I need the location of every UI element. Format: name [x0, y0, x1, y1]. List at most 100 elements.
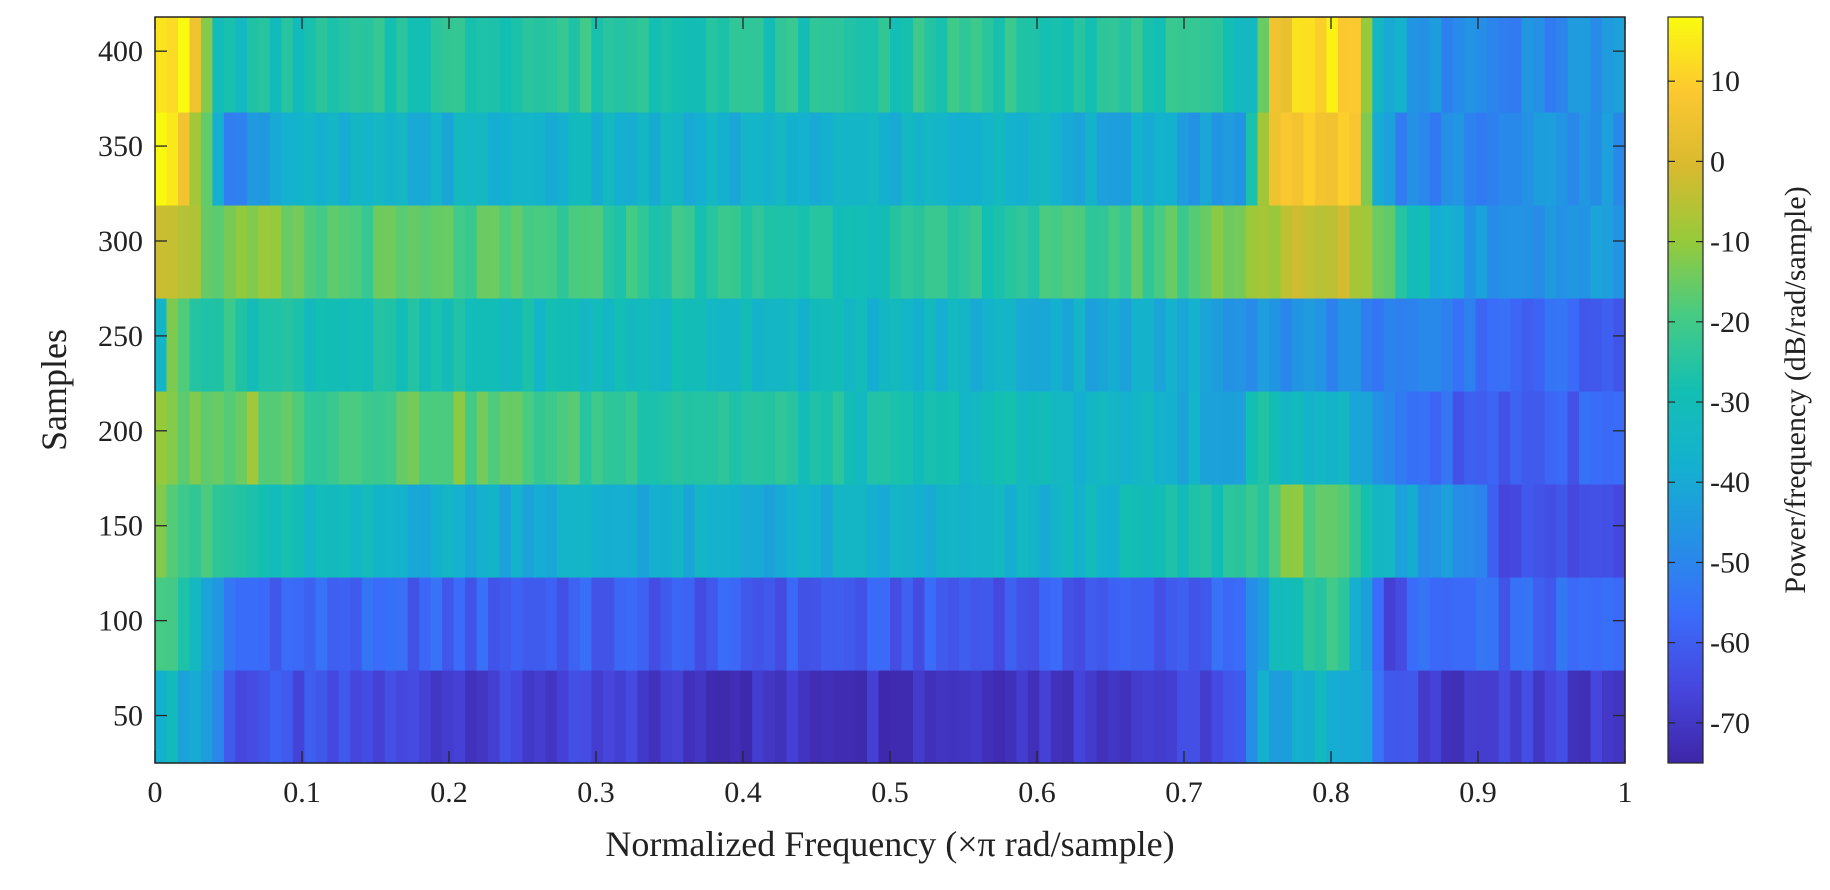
heatmap-cell: [1544, 111, 1557, 206]
colorbar-tick-label: -50: [1710, 546, 1750, 579]
heatmap-cell: [453, 390, 466, 485]
heatmap-cell: [1188, 390, 1201, 485]
heatmap-cell: [1200, 390, 1213, 485]
heatmap-cell: [683, 483, 696, 578]
heatmap-cell: [1131, 669, 1144, 764]
heatmap-cell: [637, 390, 650, 485]
heatmap-cell: [189, 17, 202, 113]
heatmap-cell: [648, 576, 661, 671]
heatmap-cell: [1108, 17, 1121, 113]
heatmap-cell: [947, 390, 960, 485]
heatmap-cell: [281, 111, 294, 206]
heatmap-cell: [648, 17, 661, 113]
heatmap-cell: [1291, 17, 1305, 113]
heatmap-cell: [1544, 204, 1557, 299]
heatmap-cell: [660, 669, 673, 764]
heatmap-cell: [522, 297, 535, 392]
heatmap-cell: [993, 576, 1006, 671]
heatmap-cell: [1372, 483, 1385, 578]
colorbar-ticks: 10 0 -10 -20 -30 -40 -50 -60 -70: [1668, 65, 1750, 740]
heatmap-cell: [499, 669, 512, 764]
heatmap-cell: [625, 17, 638, 113]
heatmap-cell: [798, 17, 811, 113]
heatmap-cell: [729, 111, 742, 206]
heatmap-cell: [901, 483, 914, 578]
heatmap-cell: [1142, 297, 1155, 392]
heatmap-cell: [373, 204, 386, 299]
heatmap-cell: [1556, 297, 1569, 392]
heatmap-cell: [844, 483, 857, 578]
heatmap-cell: [1395, 483, 1408, 578]
heatmap-cell: [901, 576, 914, 671]
heatmap-cell: [878, 483, 891, 578]
heatmap-cell: [212, 669, 225, 764]
heatmap-cell: [591, 576, 604, 671]
heatmap-cell: [1418, 576, 1431, 671]
y-tick-label: 100: [98, 605, 143, 638]
heatmap-cell: [775, 204, 788, 299]
heatmap-cell: [1475, 483, 1488, 578]
heatmap-cell: [292, 576, 305, 671]
heatmap-cell: [1142, 17, 1155, 113]
heatmap-cell: [1418, 669, 1431, 764]
heatmap-cell: [1200, 17, 1213, 113]
heatmap-cell: [579, 17, 592, 113]
heatmap-cell: [361, 483, 374, 578]
heatmap-cell: [1062, 297, 1075, 392]
heatmap-cell: [476, 297, 489, 392]
heatmap-cell: [763, 17, 776, 113]
heatmap-cell: [1119, 669, 1132, 764]
heatmap-cell: [1383, 483, 1396, 578]
heatmap-cell: [993, 111, 1006, 206]
heatmap-cell: [1475, 111, 1488, 206]
heatmap-cell: [1590, 576, 1603, 671]
heatmap-cell: [1441, 111, 1454, 206]
heatmap-cell: [763, 111, 776, 206]
heatmap-cell: [717, 297, 730, 392]
heatmap-cell: [1165, 483, 1178, 578]
heatmap-cell: [935, 111, 949, 206]
heatmap-cells: [155, 17, 1626, 764]
heatmap-cell: [1016, 576, 1029, 671]
heatmap-cell: [1452, 111, 1465, 206]
x-tick-label: 0.3: [577, 776, 615, 809]
heatmap-cell: [660, 390, 673, 485]
heatmap-cell: [350, 390, 363, 485]
heatmap-cell: [292, 111, 305, 206]
heatmap-cell: [798, 390, 811, 485]
y-tick-label: 350: [98, 130, 143, 163]
heatmap-cell: [935, 297, 949, 392]
x-tick-label: 1: [1618, 776, 1633, 809]
heatmap-cell: [1418, 204, 1431, 299]
heatmap-cell: [1257, 390, 1270, 485]
heatmap-cell: [246, 390, 259, 485]
heatmap-cell: [1498, 576, 1511, 671]
heatmap-cell: [671, 669, 684, 764]
heatmap-cell: [568, 669, 581, 764]
heatmap-cell: [683, 297, 696, 392]
heatmap-cell: [350, 669, 363, 764]
heatmap-cell: [579, 297, 592, 392]
heatmap-cell: [200, 576, 214, 671]
heatmap-cell: [1131, 390, 1144, 485]
heatmap-cell: [694, 483, 707, 578]
heatmap-cell: [1108, 576, 1121, 671]
heatmap-cell: [602, 204, 615, 299]
heatmap-cell: [304, 111, 317, 206]
heatmap-cell: [235, 669, 248, 764]
heatmap-cell: [1234, 204, 1247, 299]
heatmap-cell: [1314, 576, 1327, 671]
heatmap-cell: [579, 204, 592, 299]
heatmap-cell: [1062, 17, 1075, 113]
heatmap-cell: [1096, 111, 1109, 206]
heatmap-cell: [511, 297, 524, 392]
heatmap-cell: [1188, 111, 1201, 206]
heatmap-cell: [901, 297, 914, 392]
heatmap-cell: [476, 576, 489, 671]
heatmap-cell: [912, 204, 926, 299]
heatmap-cell: [281, 483, 294, 578]
heatmap-cell: [591, 17, 604, 113]
heatmap-cell: [878, 17, 891, 113]
heatmap-cell: [1406, 576, 1419, 671]
heatmap-cell: [1234, 390, 1247, 485]
